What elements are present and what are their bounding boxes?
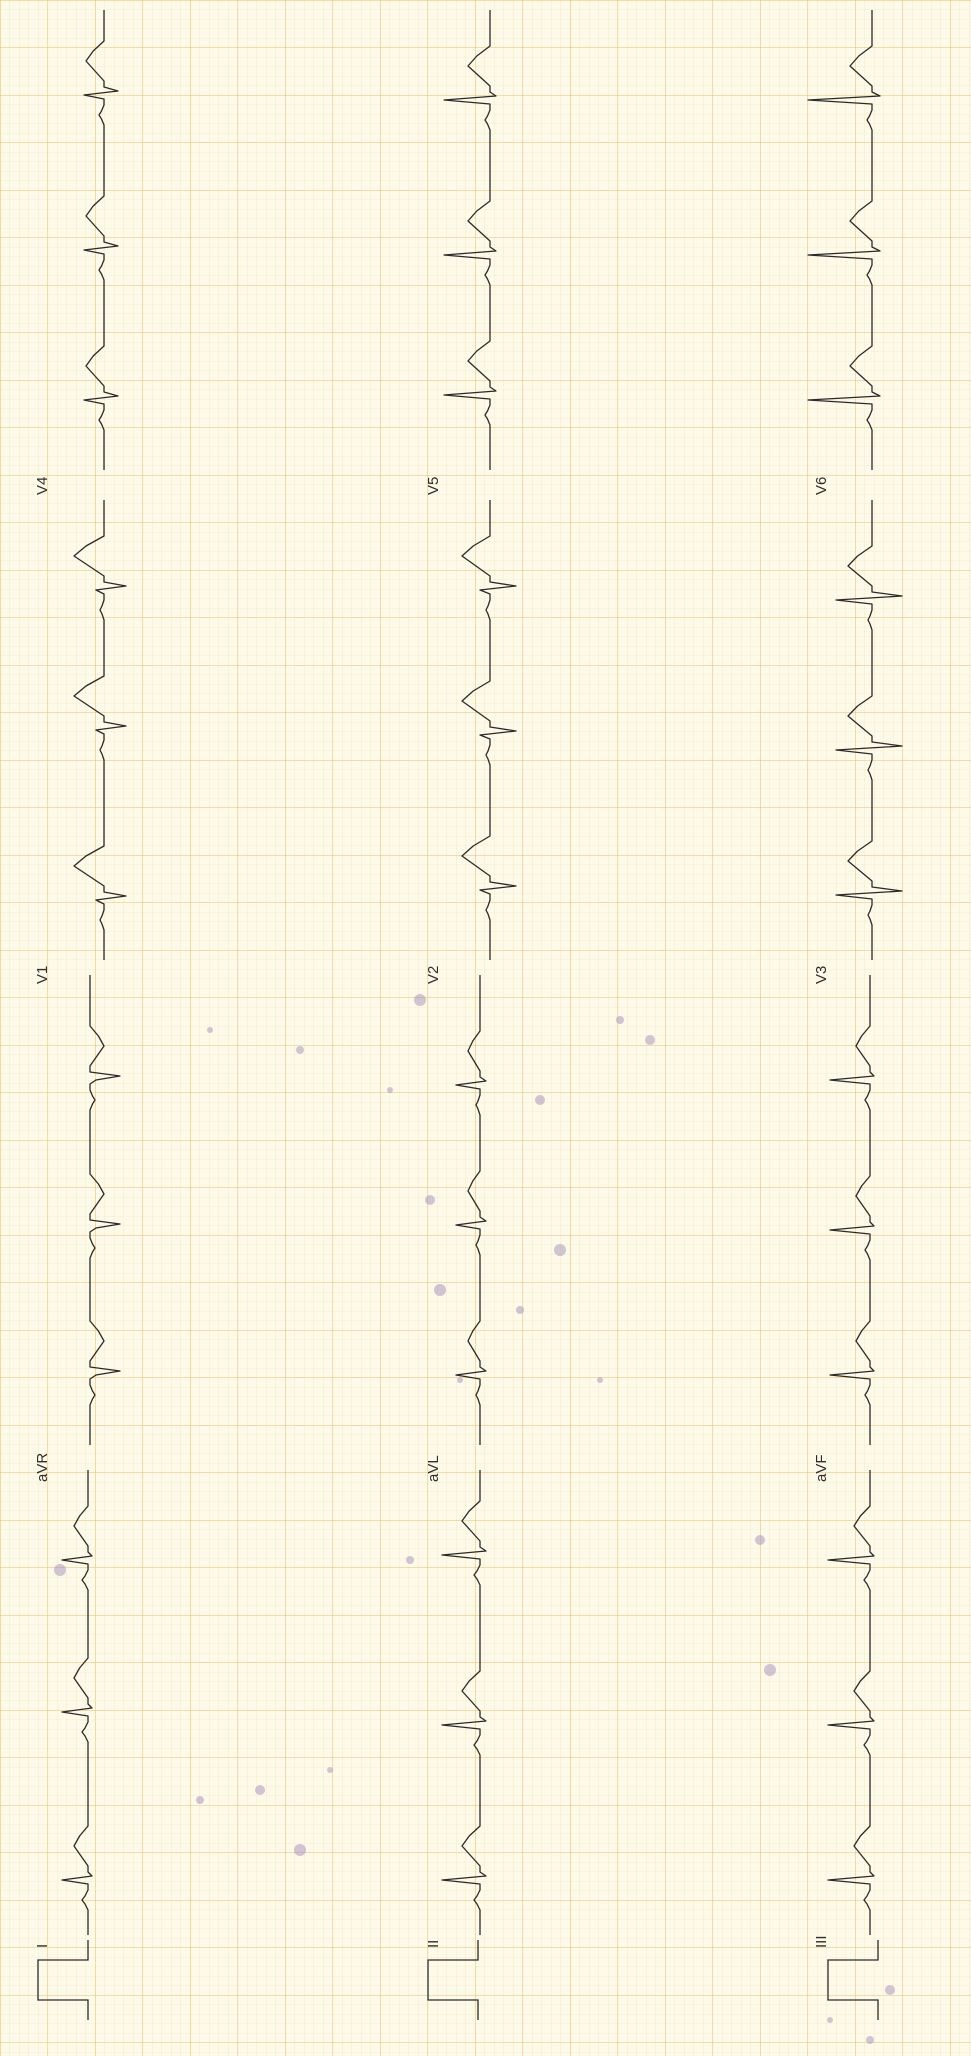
calibration-pulse-1 — [37, 1940, 89, 2020]
ecg-traces — [37, 10, 903, 2020]
ink-smudge — [554, 1244, 566, 1256]
ink-smudge — [827, 2017, 833, 2023]
lead-label-V1: V1 — [34, 966, 51, 984]
strip-V4 — [83, 10, 119, 470]
strip-III — [827, 1470, 875, 1935]
ink-smudge — [616, 1016, 624, 1024]
ink-smudge — [327, 1767, 333, 1773]
lead-label-V6: V6 — [813, 477, 830, 495]
strip-II — [441, 1470, 487, 1935]
strip-V2 — [461, 500, 517, 960]
strip-V3 — [835, 500, 903, 960]
lead-label-III: III — [813, 1935, 830, 1948]
strip-V5 — [443, 10, 497, 470]
strip-aVF — [829, 975, 875, 1445]
ink-smudge — [196, 1796, 204, 1804]
lead-label-V2: V2 — [425, 966, 442, 984]
ink-smudge — [866, 2036, 874, 2044]
lead-label-aVR: aVR — [34, 1453, 51, 1482]
ink-smudge — [516, 1306, 524, 1314]
strip-V1 — [73, 500, 127, 960]
lead-label-I: I — [34, 1944, 51, 1948]
ink-smudge — [457, 1377, 463, 1383]
lead-label-II: II — [425, 1940, 442, 1948]
ink-smudge — [645, 1035, 655, 1045]
ink-smudge — [597, 1377, 603, 1383]
ink-smudge — [755, 1535, 765, 1545]
ink-smudge — [406, 1556, 414, 1564]
ink-smudge — [296, 1046, 304, 1054]
strip-aVL — [455, 975, 487, 1445]
ink-smudge — [255, 1785, 265, 1795]
calibration-pulse-2 — [427, 1940, 479, 2020]
lead-label-aVL: aVL — [425, 1455, 442, 1482]
lead-label-V4: V4 — [34, 477, 51, 495]
strip-V6 — [807, 10, 881, 470]
ink-smudge — [535, 1095, 545, 1105]
calibration-pulse-3 — [827, 1940, 879, 2020]
ink-smudge — [434, 1284, 446, 1296]
ink-smudge — [425, 1195, 435, 1205]
lead-label-V3: V3 — [813, 966, 830, 984]
ink-smudge — [885, 1985, 895, 1995]
lead-label-V5: V5 — [425, 477, 442, 495]
ink-smudge — [207, 1027, 213, 1033]
strip-I — [61, 1470, 93, 1935]
strip-aVR — [89, 975, 121, 1445]
ink-smudge — [54, 1564, 66, 1576]
ink-smudges — [54, 994, 895, 2044]
ink-smudge — [764, 1664, 776, 1676]
lead-label-aVF: aVF — [813, 1454, 830, 1482]
ink-smudge — [387, 1087, 393, 1093]
ink-smudge — [294, 1844, 306, 1856]
ink-smudge — [414, 994, 426, 1006]
